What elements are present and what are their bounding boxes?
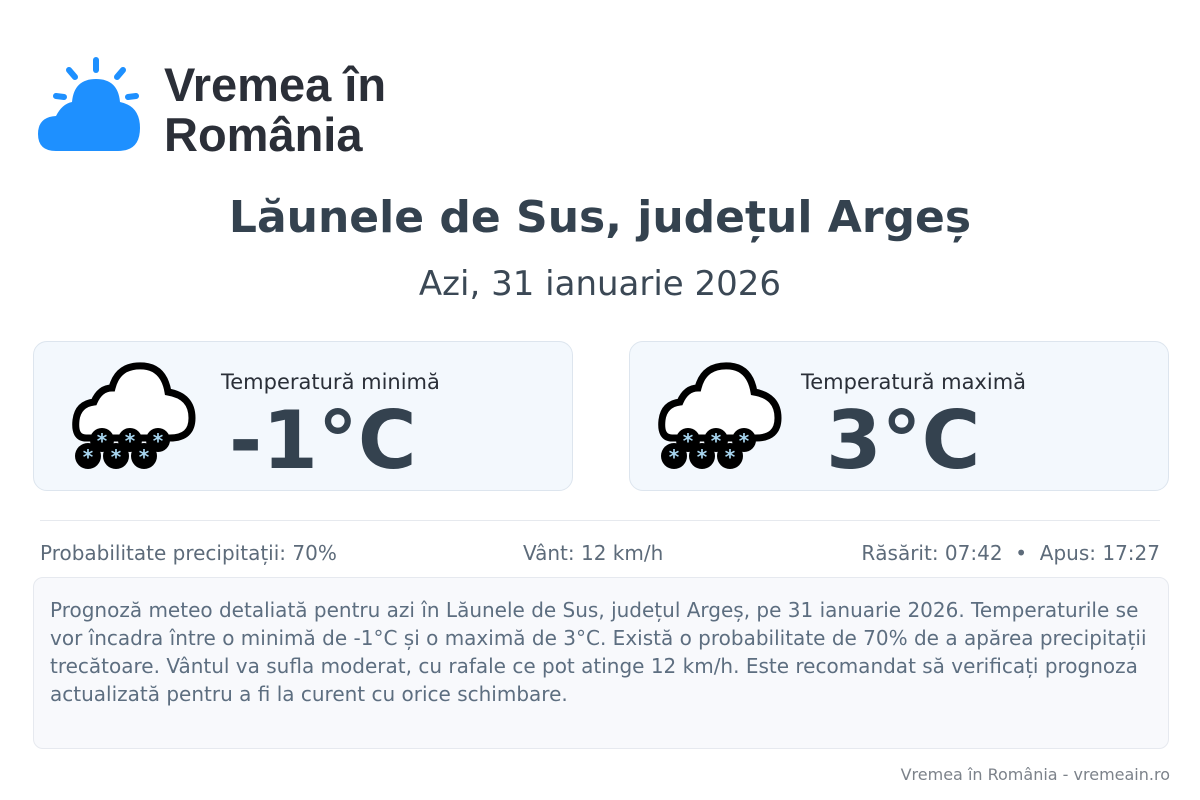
snow-cloud-icon: * * * * * * [72, 362, 196, 469]
max-temp-card: * * * * * * Temperatură maximă 3°C [629, 341, 1169, 491]
svg-text:*: * [739, 429, 750, 453]
svg-text:*: * [125, 429, 136, 453]
svg-text:*: * [683, 429, 694, 453]
svg-text:*: * [97, 429, 108, 453]
forecast-description: Prognoză meteo detaliată pentru azi în L… [33, 577, 1169, 749]
snow-cloud-icon: * * * * * * [658, 362, 782, 469]
site-logo[interactable]: Vremea în România [36, 54, 386, 160]
sun-cloud-icon [38, 57, 140, 151]
min-temp-card: * * * * * * Temperatură minimă -1°C [33, 341, 573, 491]
max-temp-value: 3°C [826, 394, 981, 487]
divider [40, 520, 1160, 521]
min-temp-label: Temperatură minimă [221, 370, 440, 394]
svg-text:*: * [711, 429, 722, 453]
sun-info: Răsărit: 07:42 • Apus: 17:27 [861, 541, 1160, 565]
svg-text:*: * [139, 445, 150, 469]
svg-text:*: * [153, 429, 164, 453]
svg-text:*: * [669, 445, 680, 469]
wind-info: Vânt: 12 km/h [523, 541, 664, 565]
svg-text:*: * [83, 445, 94, 469]
svg-text:*: * [111, 445, 122, 469]
max-temp-label: Temperatură maximă [801, 370, 1027, 394]
svg-text:*: * [697, 445, 708, 469]
page-title: Lăunele de Sus, județul Argeș [228, 192, 972, 243]
date-subtitle: Azi, 31 ianuarie 2026 [418, 264, 782, 304]
brand-name: Vremea în România [164, 58, 387, 161]
precipitation-info: Probabilitate precipitații: 70% [40, 541, 337, 565]
svg-text:*: * [725, 445, 736, 469]
min-temp-value: -1°C [229, 394, 417, 487]
footer-credit[interactable]: Vremea în România - vremeain.ro [900, 765, 1170, 784]
